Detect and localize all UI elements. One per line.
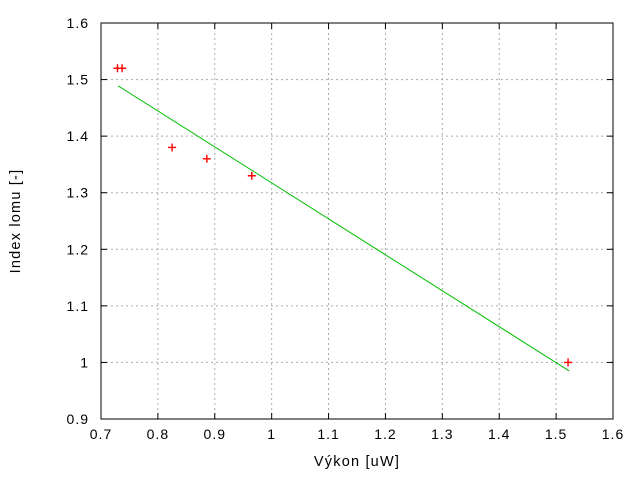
x-tick-label: 1.2 [374, 426, 396, 442]
measured-points-marker [564, 358, 573, 367]
measured-points-marker [168, 143, 177, 152]
gridlines [101, 23, 613, 419]
x-axis-title: Výkon [uW] [314, 454, 400, 470]
x-tick-label: 1.1 [317, 426, 339, 442]
y-tick-label: 1.3 [67, 185, 89, 201]
x-tick-label: 0.7 [90, 426, 112, 442]
y-tick-label: 1.1 [67, 298, 89, 314]
plot-border [100, 22, 614, 420]
measured-points-marker [247, 171, 256, 180]
x-tick-label: 0.9 [204, 426, 226, 442]
measured-points-marker [118, 64, 127, 73]
y-tick-label: 1.2 [67, 241, 89, 257]
x-tick-label: 0.8 [147, 426, 169, 442]
y-axis-title: Index lomu [-] [8, 169, 24, 274]
y-tick-label: 1.4 [67, 128, 89, 144]
y-tick-label: 1 [80, 354, 89, 370]
x-tick-label: 1.3 [431, 426, 453, 442]
tick-labels: 0.7 0.8 0.9 1 1.1 1.2 1.3 1.4 1.5 1.6 0.9 1 1.1 1.2 1.… [67, 15, 624, 442]
x-tick-label: 1 [267, 426, 276, 442]
axis-ticks [100, 22, 614, 420]
x-tick-label: 1.5 [545, 426, 567, 442]
x-tick-label: 1.4 [488, 426, 510, 442]
x-tick-label: 1.6 [602, 426, 624, 442]
y-tick-label: 1.5 [67, 72, 89, 88]
plot-series [113, 64, 573, 372]
y-tick-label: 1.6 [67, 15, 89, 31]
linear-fit-line [117, 85, 570, 372]
y-tick-label: 0.9 [67, 411, 89, 427]
measured-points-marker [202, 154, 211, 163]
